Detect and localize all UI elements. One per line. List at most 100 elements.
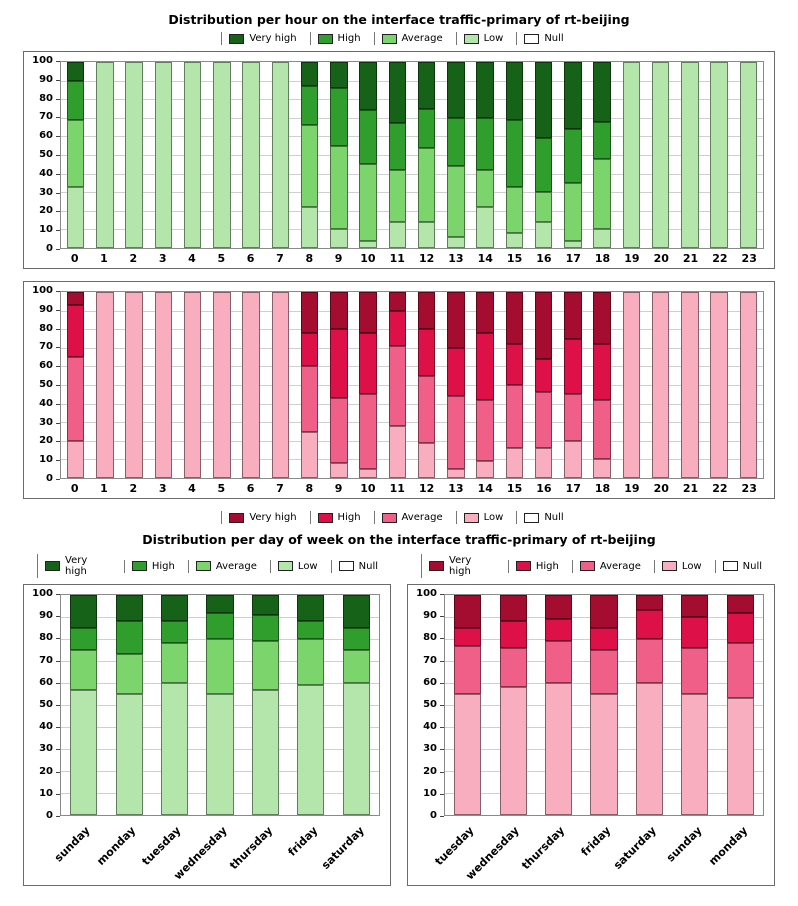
x-tick-label-6: 6 (246, 482, 255, 495)
y-axis: 0 10 20 30 40 50 60 70 80 90 100 (28, 56, 60, 254)
x-tick-label-11: 11 (389, 482, 405, 495)
y-tick-mark (56, 403, 60, 405)
bar-22 (710, 62, 728, 248)
y-tick-mark (56, 79, 60, 81)
bar-segment-very-high (388, 292, 407, 311)
y-axis: 0 10 20 30 40 50 60 70 80 90 100 (412, 589, 444, 821)
bar-segment-very-high (505, 62, 524, 120)
bar-slot-tuesday (445, 595, 490, 815)
bar-segment-average (359, 164, 377, 241)
bar-slot-1 (90, 292, 119, 478)
y-tick-mark (56, 749, 60, 751)
legend-item-low: Low (455, 511, 517, 524)
bar-segment-average (681, 647, 709, 694)
x-tick-label-5: 5 (217, 252, 226, 265)
bar-slot-14 (471, 62, 500, 248)
x-tick-label-4: 4 (188, 252, 196, 265)
y-tick-label: 50 (423, 699, 437, 710)
gridline (61, 440, 763, 442)
bar-friday (297, 595, 325, 815)
bar-10 (359, 292, 377, 478)
bar-segment-low (66, 440, 85, 478)
bar-segment-low (300, 431, 319, 478)
x-tick-label-19: 19 (624, 482, 640, 495)
legend-item-high: High (309, 511, 374, 524)
bar-segment-high (330, 88, 348, 146)
bar-segment-very-high (66, 62, 85, 81)
bar-segment-low (710, 62, 728, 248)
bar-slot-12 (412, 62, 441, 248)
bar-slot-monday (106, 595, 151, 815)
bar-segment-low (505, 448, 524, 478)
bar-segment-high (206, 612, 234, 639)
bar-tuesday (160, 595, 189, 815)
bar-segment-low (388, 221, 407, 248)
y-tick-mark (56, 291, 60, 292)
gridline (61, 136, 763, 138)
legend-swatch (195, 561, 211, 571)
x-axis-labels: 0 1 2 3 4 5 6 7 8 9 10 11 12 13 14 15 16 17 18 19 20 21 22 23 (60, 479, 764, 495)
bar-slot-7 (266, 292, 295, 478)
bar-slot-19 (617, 292, 646, 478)
y-tick-mark (56, 441, 60, 443)
bar-segment-low (154, 62, 173, 248)
y-tick-mark (56, 61, 60, 62)
x-tick-label-text: friday (578, 824, 614, 859)
gridline (61, 403, 763, 405)
bar-segment-low (297, 685, 325, 815)
y-tick-label: 90 (423, 610, 437, 622)
y-tick-label: 90 (39, 610, 53, 622)
bar-segment-average (115, 654, 143, 694)
bar-segment-average (66, 357, 85, 441)
gridline (61, 229, 763, 231)
legend-swatch (338, 561, 354, 571)
bar-4 (183, 292, 202, 478)
bar-segment-average (564, 182, 582, 241)
bar-segment-average (499, 647, 527, 688)
bar-segment-very-high (330, 62, 348, 89)
legend-red-weekly: Very high High Average Low Null (407, 554, 775, 578)
bar-segment-average (476, 399, 494, 462)
y-tick-mark (56, 347, 60, 349)
x-tick-label-9: 9 (334, 252, 343, 265)
bar-slot-4 (178, 62, 207, 248)
plot-area (444, 594, 764, 816)
bar-segment-high (66, 305, 85, 358)
bar-0 (66, 62, 85, 248)
y-tick-label: 80 (39, 632, 53, 644)
gridline (61, 99, 763, 101)
y-tick-mark (56, 117, 60, 119)
y-tick-label: 70 (39, 111, 53, 123)
legend-swatch (229, 512, 245, 523)
bar-slot-8 (295, 292, 324, 478)
bar-segment-low (681, 62, 699, 248)
x-tick-label-text: sunday (51, 824, 93, 865)
bar-segment-low (183, 62, 202, 248)
legend-swatch (317, 33, 333, 44)
legend-swatch (277, 561, 293, 571)
y-tick-label: 20 (39, 765, 53, 777)
x-tick-label-18: 18 (594, 252, 611, 265)
legend-label: High (337, 512, 361, 523)
bar-segment-low (739, 292, 758, 478)
x-tick-label-16: 16 (536, 482, 552, 495)
bar-17 (564, 292, 582, 478)
y-tick-mark (56, 385, 60, 386)
bar-friday (590, 595, 618, 815)
x-tick-label-7: 7 (276, 252, 284, 265)
bar-segment-high (417, 329, 436, 376)
bar-7 (271, 292, 290, 478)
bar-segment-very-high (635, 595, 664, 611)
bar-segment-average (476, 169, 494, 208)
bar-segment-high (505, 119, 524, 187)
y-tick-mark (56, 705, 60, 706)
bar-segment-very-high (66, 292, 85, 306)
y-tick-mark (440, 638, 444, 640)
gridline (61, 422, 763, 424)
bar-0 (66, 292, 85, 478)
bar-12 (417, 292, 436, 478)
bar-wednesday (206, 595, 234, 815)
bar-segment-low (330, 463, 348, 478)
x-tick-label-sunday: sunday (52, 816, 106, 882)
bar-segment-average (593, 399, 611, 460)
